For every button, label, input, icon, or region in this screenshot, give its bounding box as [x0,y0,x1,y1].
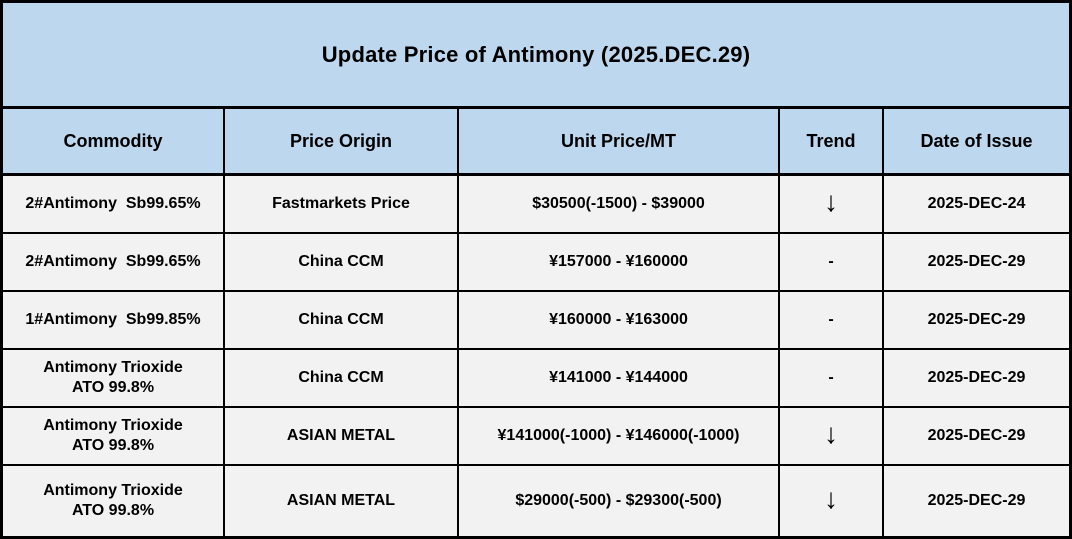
header-trend: Trend [780,109,884,173]
trend-down-icon: ↓ [780,176,884,232]
table-header-row: Commodity Price Origin Unit Price/MT Tre… [3,109,1069,176]
header-unit-price: Unit Price/MT [459,109,780,173]
trend-down-icon: ↓ [780,466,884,536]
date-of-issue-cell: 2025-DEC-29 [927,253,1026,270]
trend-unchanged-icon: - [780,234,884,290]
trend-unchanged-icon: - [780,350,884,406]
table-row: Antimony Trioxide ATO 99.8% ASIAN METAL … [3,408,1069,466]
date-of-issue-cell: 2025-DEC-29 [927,427,1026,444]
unit-price-cell: ¥157000 - ¥160000 [459,234,780,290]
page-title: Update Price of Antimony (2025.DEC.29) [3,3,1069,109]
trend-unchanged-icon: - [780,292,884,348]
table-row: Antimony Trioxide ATO 99.8% ASIAN METAL … [3,466,1069,536]
unit-price-cell: $30500(-1500) - $39000 [459,176,780,232]
price-origin-cell: ASIAN METAL [225,408,459,464]
price-origin-cell: China CCM [225,292,459,348]
price-origin-cell: ASIAN METAL [225,466,459,536]
commodity-cell: 2#Antimony Sb99.65% [3,234,225,290]
header-commodity: Commodity [3,109,225,173]
unit-price-cell: ¥141000 - ¥144000 [459,350,780,406]
price-origin-cell: China CCM [225,234,459,290]
table-row: 1#Antimony Sb99.85% China CCM ¥160000 - … [3,292,1069,350]
commodity-cell: 2#Antimony Sb99.65% [3,176,225,232]
unit-price-cell: $29000(-500) - $29300(-500) [459,466,780,536]
table-row: Antimony Trioxide ATO 99.8% China CCM ¥1… [3,350,1069,408]
unit-price-cell: ¥141000(-1000) - ¥146000(-1000) [459,408,780,464]
price-origin-cell: China CCM [225,350,459,406]
table-row: 2#Antimony Sb99.65% Fastmarkets Price $3… [3,176,1069,234]
date-of-issue-cell: 2025-DEC-29 [927,369,1026,386]
date-of-issue-cell: 2025-DEC-24 [927,195,1026,212]
commodity-cell: 1#Antimony Sb99.85% [3,292,225,348]
unit-price-cell: ¥160000 - ¥163000 [459,292,780,348]
commodity-cell: Antimony Trioxide ATO 99.8% [3,466,225,536]
header-date-of-issue: Date of Issue [920,130,1033,151]
table-row: 2#Antimony Sb99.65% China CCM ¥157000 - … [3,234,1069,292]
commodity-cell: Antimony Trioxide ATO 99.8% [3,408,225,464]
header-price-origin: Price Origin [225,109,459,173]
commodity-cell: Antimony Trioxide ATO 99.8% [3,350,225,406]
trend-down-icon: ↓ [780,408,884,464]
date-of-issue-cell: 2025-DEC-29 [927,492,1026,509]
date-of-issue-cell: 2025-DEC-29 [927,311,1026,328]
price-origin-cell: Fastmarkets Price [225,176,459,232]
